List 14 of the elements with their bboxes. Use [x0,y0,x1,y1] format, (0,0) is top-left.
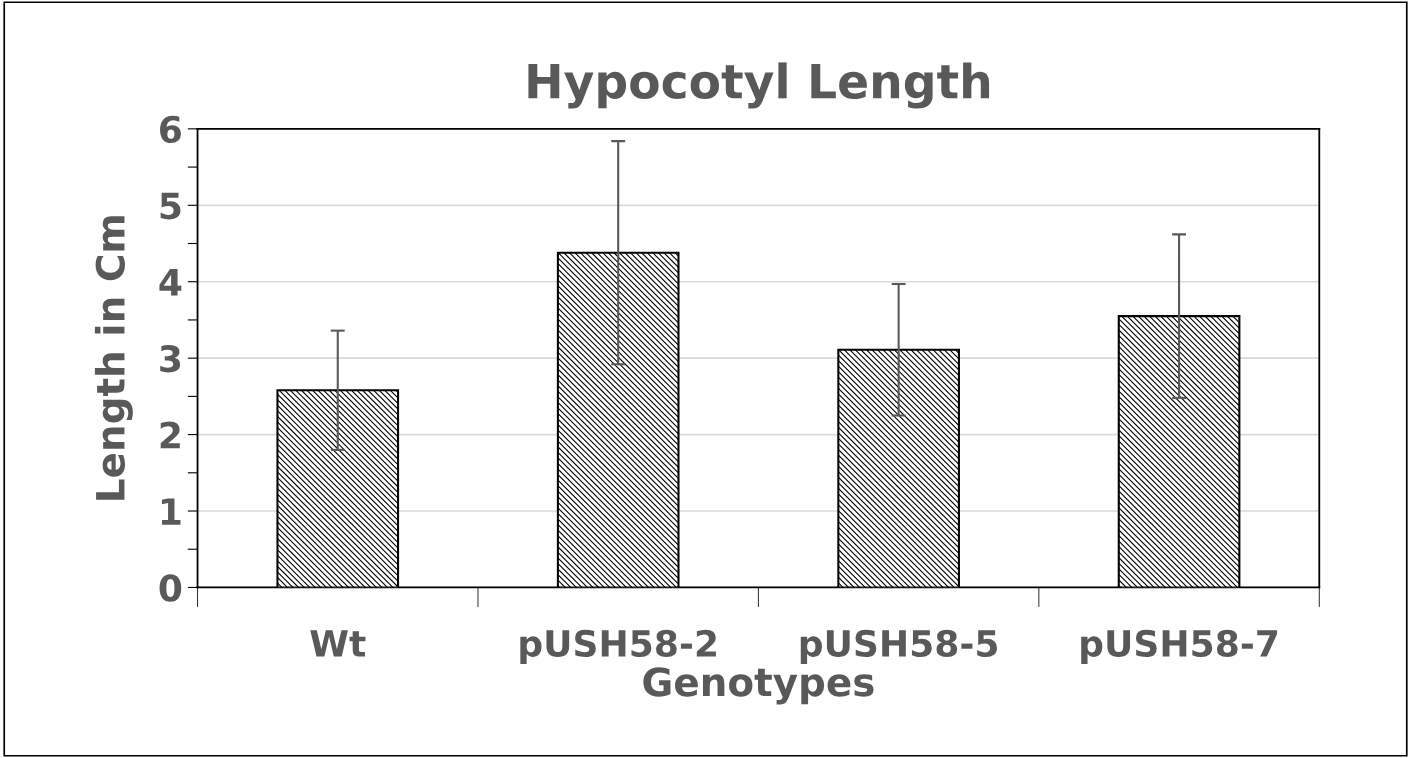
x-axis-title: Genotypes [643,667,874,705]
chart-title: Hypocotyl Length [528,62,990,109]
y-tick-label: 4 [159,269,182,296]
x-tick-label: Wt [310,630,366,657]
y-tick-label: 1 [161,498,181,525]
y-tick-label: 2 [160,421,180,449]
y-axis-title: Length in Cm [94,216,133,500]
y-tick-label: 5 [160,192,181,220]
x-tick-label: pUSH58-2 [520,629,716,665]
y-tick-label: 0 [159,574,182,602]
x-tick-label: pUSH58-7 [1081,629,1278,665]
y-tick-label: 6 [160,115,182,144]
y-tick-label: 3 [160,345,181,373]
x-tick-label: pUSH58-5 [800,629,997,665]
